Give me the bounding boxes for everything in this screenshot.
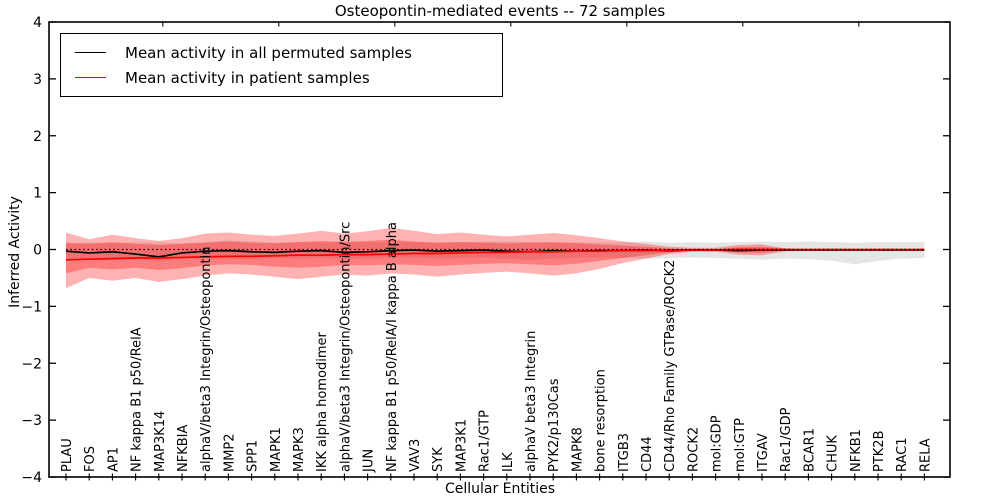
y-tick-label: 1 xyxy=(33,186,42,202)
x-tick-label: CD44 xyxy=(640,436,655,472)
x-tick-label: VAV3 xyxy=(408,439,423,472)
x-tick-label: alphaV beta3 Integrin xyxy=(524,331,539,472)
chart-title: Osteopontin-mediated events -- 72 sample… xyxy=(334,2,666,20)
x-tick-label: AP1 xyxy=(106,447,121,472)
x-tick-label: alphaV/beta3 Integrin/Osteopontin/Src xyxy=(338,222,353,472)
x-tick-label: MAP3K14 xyxy=(153,411,168,472)
x-tick-label: Rac1/GTP xyxy=(478,410,493,472)
series-line-patient xyxy=(65,248,925,261)
x-tick-label: CHUK xyxy=(826,435,841,472)
x-tick-label: NF kappa B1 p50/RelA/I kappa B alpha xyxy=(385,222,400,472)
x-tick-label: JUN xyxy=(362,449,377,473)
legend-entry-patient: Mean activity in patient samples xyxy=(61,69,502,87)
x-tick-label: ITGB3 xyxy=(617,433,632,472)
x-tick-label: mol:GDP xyxy=(710,415,725,472)
x-tick-label: IKK alpha homodimer xyxy=(315,331,330,472)
x-tick-label: MAPK8 xyxy=(570,427,585,472)
x-tick-label: PLAU xyxy=(60,438,75,472)
x-tick-label: ROCK2 xyxy=(686,427,701,472)
legend: Mean activity in all permuted samples Me… xyxy=(60,33,503,97)
y-tick-label: 4 xyxy=(33,15,42,31)
y-tick-label: −1 xyxy=(21,299,42,315)
x-tick-label: ITGAV xyxy=(756,433,771,472)
band-patient-samples-inner-range xyxy=(66,239,925,274)
x-tick-label: PYK2/p130Cas xyxy=(547,378,562,472)
x-tick-label: Rac1/GDP xyxy=(779,407,794,472)
x-tick-label: bone resorption xyxy=(594,369,609,472)
y-tick-label: 0 xyxy=(33,243,42,259)
x-tick-label: SPP1 xyxy=(246,440,261,472)
y-tick-label: 2 xyxy=(33,129,42,145)
y-tick-label: 3 xyxy=(33,72,42,88)
legend-label-patient: Mean activity in patient samples xyxy=(125,68,370,87)
y-tick-label: −4 xyxy=(21,470,42,486)
x-tick-label: MAP3K1 xyxy=(454,419,469,472)
x-tick-label: NF kappa B1 p50/RelA xyxy=(130,327,145,472)
x-tick-label: CD44/Rho Family GTPase/ROCK2 xyxy=(663,260,678,472)
y-tick-label: −2 xyxy=(21,356,42,372)
x-tick-label: MAPK3 xyxy=(292,427,307,472)
legend-entry-permuted: Mean activity in all permuted samples xyxy=(61,44,502,62)
x-tick-label: FOS xyxy=(83,446,98,472)
x-tick-label: ILK xyxy=(501,452,516,472)
x-tick-label: PTK2B xyxy=(872,431,887,473)
legend-line-permuted xyxy=(75,52,106,53)
x-tick-label: mol:GTP xyxy=(733,418,748,472)
x-tick-label: RELA xyxy=(918,438,933,472)
x-tick-label: SYK xyxy=(431,447,446,472)
x-tick-label: MAPK1 xyxy=(269,427,284,472)
legend-label-permuted: Mean activity in all permuted samples xyxy=(125,43,412,62)
x-tick-label: MMP2 xyxy=(222,433,237,472)
y-tick-label: −3 xyxy=(21,413,42,429)
x-tick-label: NFKB1 xyxy=(849,429,864,472)
y-axis-label: Inferred Activity xyxy=(7,196,23,308)
x-axis-label: Cellular Entities xyxy=(444,481,556,497)
x-tick-label: NFKBIA xyxy=(176,425,191,472)
legend-line-patient xyxy=(75,77,106,78)
x-tick-label: RAC1 xyxy=(895,437,910,472)
band-patient-samples-outer-range xyxy=(66,227,925,289)
x-tick-label: alphaV/beta3 Integrin/Osteopontin xyxy=(199,247,214,472)
x-tick-label: BCAR1 xyxy=(802,428,817,472)
